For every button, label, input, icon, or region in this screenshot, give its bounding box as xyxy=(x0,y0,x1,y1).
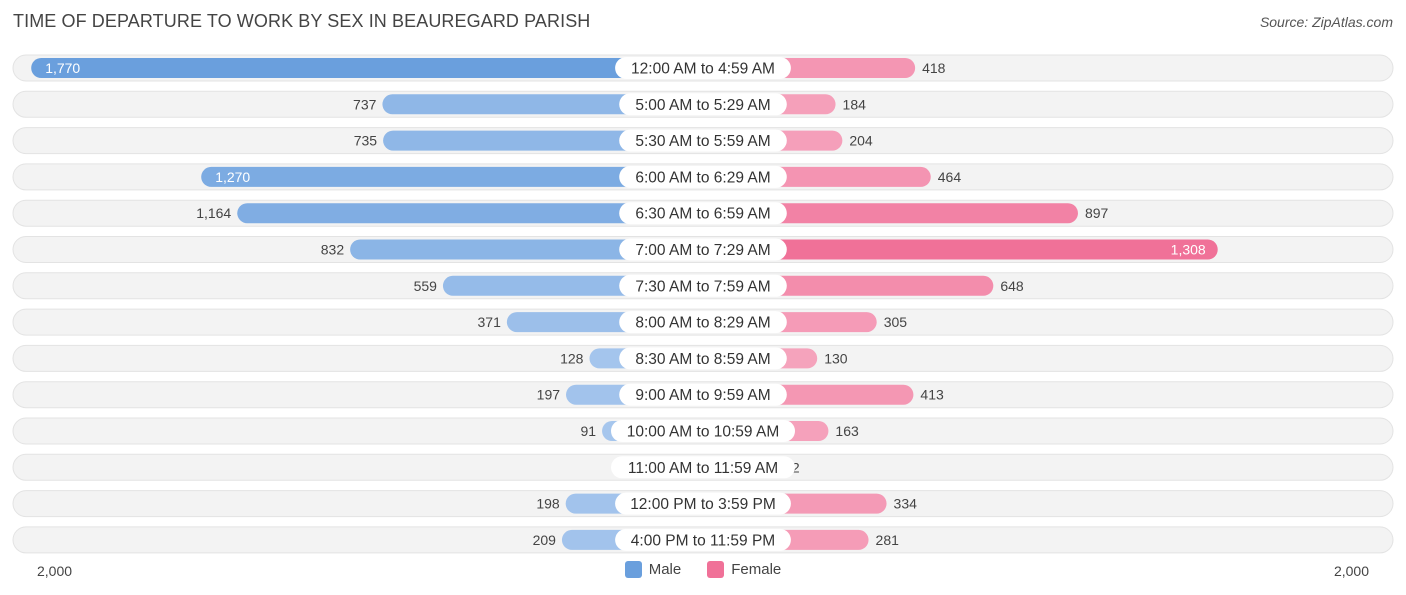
bar-female xyxy=(703,239,1218,260)
category-pill xyxy=(611,420,795,442)
category-label: 5:00 AM to 5:29 AM xyxy=(635,97,770,114)
axis-label-right: 2,000 xyxy=(1333,563,1369,579)
category-pill xyxy=(619,311,787,334)
chart-title: TIME OF DEPARTURE TO WORK BY SEX IN BEAU… xyxy=(13,11,591,31)
legend: Male Female xyxy=(0,561,1406,578)
male-value-label: 1,770 xyxy=(45,60,80,76)
male-value-label: 91 xyxy=(580,423,596,439)
bar-male xyxy=(201,166,703,187)
category-label: 9:00 AM to 9:59 AM xyxy=(635,387,770,404)
bar-male xyxy=(237,203,704,224)
bar-male xyxy=(350,239,703,260)
category-label: 7:30 AM to 7:59 AM xyxy=(635,278,770,295)
female-value-label: 184 xyxy=(843,96,867,112)
category-pill xyxy=(615,528,791,551)
category-label: 8:30 AM to 8:59 AM xyxy=(635,351,770,368)
female-value-label: 418 xyxy=(922,60,946,76)
category-label: 12:00 AM to 4:59 AM xyxy=(631,61,775,78)
category-label: 12:00 PM to 3:59 PM xyxy=(630,496,776,513)
legend-label-female: Female xyxy=(731,561,782,578)
category-pill xyxy=(619,202,787,225)
source-credit: Source: ZipAtlas.com xyxy=(1259,14,1393,30)
legend-item-female: Female xyxy=(707,561,781,578)
female-value-label: 897 xyxy=(1085,205,1109,221)
category-pill xyxy=(611,456,795,479)
male-value-label: 559 xyxy=(414,278,438,294)
female-value-label: 464 xyxy=(938,169,962,185)
male-value-label: 1,164 xyxy=(196,205,231,221)
category-pill xyxy=(619,238,787,261)
category-pill xyxy=(619,129,787,152)
category-pill xyxy=(619,347,787,370)
bar-male xyxy=(31,58,703,78)
legend-label-male: Male xyxy=(648,561,682,578)
female-value-label: 1,308 xyxy=(1171,242,1206,258)
category-pill xyxy=(615,57,791,79)
category-label: 11:00 AM to 11:59 AM xyxy=(628,460,778,477)
category-label: 7:00 AM to 7:29 AM xyxy=(635,242,770,259)
category-pill xyxy=(619,165,787,188)
legend-swatch-male xyxy=(624,561,642,578)
bar-female xyxy=(703,203,1078,224)
male-value-label: 209 xyxy=(533,532,557,548)
male-value-label: 735 xyxy=(354,133,378,149)
female-value-label: 163 xyxy=(835,423,859,439)
female-value-label: 648 xyxy=(1000,278,1024,294)
male-value-label: 832 xyxy=(321,242,345,258)
category-pill xyxy=(619,383,787,406)
category-label: 8:00 AM to 8:29 AM xyxy=(635,315,770,332)
category-label: 5:30 AM to 5:59 AM xyxy=(635,133,770,150)
category-pill xyxy=(619,93,787,116)
male-value-label: 1,270 xyxy=(215,169,250,185)
category-label: 4:00 PM to 11:59 PM xyxy=(631,532,775,549)
category-pill xyxy=(615,492,791,515)
male-value-label: 737 xyxy=(353,96,377,112)
male-value-label: 371 xyxy=(478,314,502,330)
category-label: 6:00 AM to 6:29 AM xyxy=(635,169,770,186)
female-value-label: 130 xyxy=(824,350,848,366)
legend-swatch-female xyxy=(707,561,725,578)
female-value-label: 413 xyxy=(920,387,944,403)
axis-label-left: 2,000 xyxy=(37,563,73,579)
category-pill xyxy=(619,274,787,297)
male-value-label: 128 xyxy=(560,350,584,366)
female-value-label: 281 xyxy=(876,532,900,548)
category-label: 6:30 AM to 6:59 AM xyxy=(635,206,770,223)
male-value-label: 198 xyxy=(536,496,560,512)
female-value-label: 305 xyxy=(884,314,908,330)
legend-item-male: Male xyxy=(624,561,682,578)
female-value-label: 334 xyxy=(894,496,918,512)
male-value-label: 197 xyxy=(537,387,561,403)
category-label: 10:00 AM to 10:59 AM xyxy=(627,424,780,441)
female-value-label: 204 xyxy=(849,133,873,149)
